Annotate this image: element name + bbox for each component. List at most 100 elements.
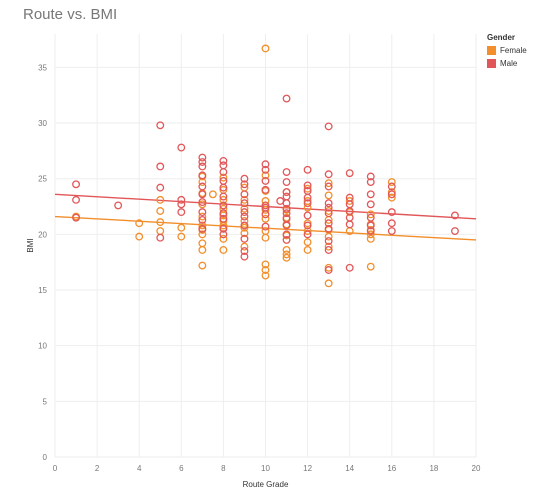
data-point-male[interactable] — [261, 222, 270, 231]
data-point-male[interactable] — [303, 193, 312, 202]
data-point-male[interactable] — [303, 181, 312, 190]
data-point-male[interactable] — [451, 211, 459, 220]
data-point-male[interactable] — [156, 183, 165, 192]
data-point-male[interactable] — [198, 198, 207, 207]
data-point-male[interactable] — [324, 237, 333, 245]
data-point-female[interactable] — [240, 229, 249, 238]
data-point-female[interactable] — [366, 262, 375, 271]
data-point-male[interactable] — [261, 201, 270, 210]
data-point-male[interactable] — [219, 156, 228, 165]
data-point-female[interactable] — [324, 232, 333, 241]
data-point-male[interactable] — [324, 122, 333, 131]
data-point-male[interactable] — [324, 203, 333, 212]
data-point-female[interactable] — [240, 223, 249, 232]
data-point-male[interactable] — [324, 224, 333, 233]
data-point-male[interactable] — [261, 160, 270, 169]
data-point-male[interactable] — [282, 188, 291, 197]
data-point-female[interactable] — [135, 232, 144, 241]
data-point-male[interactable] — [198, 215, 207, 224]
data-point-female[interactable] — [324, 242, 333, 251]
data-point-male[interactable] — [387, 182, 396, 191]
data-point-male[interactable] — [261, 210, 270, 219]
data-point-male[interactable] — [240, 190, 249, 199]
data-point-male[interactable] — [303, 230, 312, 239]
data-point-male[interactable] — [282, 168, 291, 176]
data-point-female[interactable] — [366, 234, 375, 243]
data-point-female[interactable] — [156, 218, 165, 227]
data-point-female[interactable] — [177, 223, 186, 232]
data-point-male[interactable] — [366, 190, 375, 199]
data-point-male[interactable] — [366, 172, 375, 181]
data-point-male[interactable] — [387, 208, 396, 217]
data-point-female[interactable] — [387, 188, 396, 197]
data-point-female[interactable] — [208, 190, 217, 199]
data-point-male[interactable] — [324, 266, 333, 274]
data-point-male[interactable] — [219, 192, 228, 201]
data-point-male[interactable] — [303, 211, 312, 220]
data-point-female[interactable] — [324, 179, 333, 188]
data-point-male[interactable] — [240, 174, 249, 183]
data-point-male[interactable] — [261, 176, 270, 185]
data-point-male[interactable] — [303, 221, 312, 230]
data-point-female[interactable] — [366, 210, 375, 219]
data-point-male[interactable] — [219, 214, 228, 223]
data-point-female[interactable] — [261, 44, 270, 53]
data-point-male[interactable] — [324, 199, 333, 208]
data-point-female[interactable] — [282, 250, 291, 259]
data-point-male[interactable] — [177, 195, 186, 204]
data-point-female[interactable] — [324, 207, 333, 215]
data-point-female[interactable] — [198, 212, 207, 221]
data-point-female[interactable] — [240, 204, 249, 213]
data-point-male[interactable] — [282, 94, 291, 103]
data-point-female[interactable] — [366, 230, 375, 239]
data-point-male[interactable] — [156, 121, 165, 130]
data-point-female[interactable] — [324, 263, 333, 272]
data-point-male[interactable] — [114, 201, 123, 210]
data-point-female[interactable] — [240, 195, 249, 204]
data-point-male[interactable] — [240, 247, 249, 256]
data-point-male[interactable] — [198, 153, 207, 162]
data-point-male[interactable] — [198, 162, 207, 171]
data-point-female[interactable] — [261, 233, 270, 242]
data-point-female[interactable] — [240, 242, 249, 251]
data-point-male[interactable] — [366, 178, 375, 186]
data-point-male[interactable] — [282, 192, 291, 201]
data-point-female[interactable] — [303, 227, 312, 235]
data-point-male[interactable] — [198, 190, 207, 199]
data-point-female[interactable] — [303, 246, 312, 254]
data-point-female[interactable] — [324, 279, 333, 288]
data-point-female[interactable] — [198, 221, 207, 230]
data-point-male[interactable] — [366, 200, 375, 209]
data-point-female[interactable] — [282, 253, 291, 262]
data-point-female[interactable] — [198, 239, 207, 248]
data-point-female[interactable] — [219, 211, 228, 220]
data-point-female[interactable] — [261, 260, 270, 269]
data-point-female[interactable] — [261, 214, 270, 223]
data-point-female[interactable] — [261, 171, 270, 180]
data-point-male[interactable] — [387, 219, 396, 228]
data-point-female[interactable] — [219, 234, 228, 243]
data-point-male[interactable] — [240, 212, 249, 221]
data-point-female[interactable] — [219, 173, 228, 182]
data-point-male[interactable] — [282, 221, 291, 230]
data-point-male[interactable] — [345, 263, 354, 272]
legend-item-female[interactable]: Female — [487, 44, 527, 57]
data-point-male[interactable] — [282, 178, 291, 186]
data-point-female[interactable] — [387, 193, 396, 202]
data-point-female[interactable] — [324, 191, 333, 200]
data-point-male[interactable] — [219, 209, 228, 218]
data-point-female[interactable] — [282, 246, 291, 254]
data-point-male[interactable] — [240, 252, 249, 261]
data-point-male[interactable] — [240, 180, 249, 189]
data-point-male[interactable] — [240, 208, 249, 217]
data-point-male[interactable] — [282, 209, 291, 218]
data-point-male[interactable] — [366, 227, 375, 235]
data-point-male[interactable] — [324, 246, 333, 254]
data-point-female[interactable] — [135, 219, 144, 228]
data-point-male[interactable] — [240, 221, 249, 230]
data-point-female[interactable] — [303, 219, 312, 228]
data-point-male[interactable] — [324, 170, 333, 179]
data-point-male[interactable] — [156, 162, 165, 171]
data-point-male[interactable] — [72, 213, 80, 222]
data-point-male[interactable] — [366, 213, 375, 222]
